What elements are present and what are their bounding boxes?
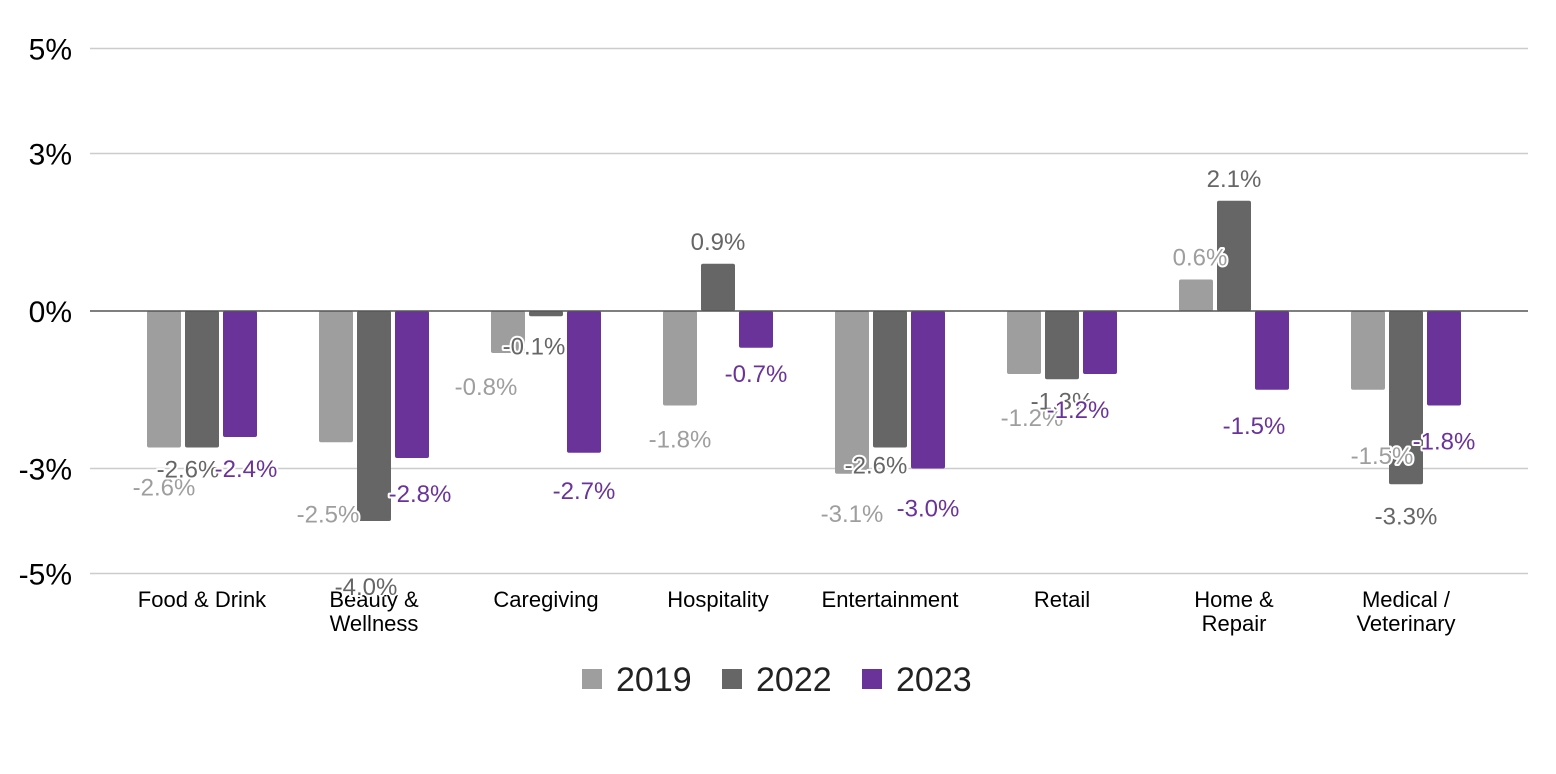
data-label-2022: -0.1% — [503, 333, 566, 360]
data-label-2019: 0.6% — [1173, 245, 1228, 272]
data-label-2022: 2.1% — [1207, 166, 1262, 193]
bar-2022 — [1389, 311, 1423, 485]
data-label-2022: -2.6% — [157, 457, 220, 484]
bar-2019 — [147, 311, 181, 448]
y-tick-label: 3% — [29, 139, 72, 172]
data-label-2022: -1.3% — [1031, 388, 1094, 415]
x-tick-label: Food & Drink — [138, 587, 267, 612]
bar-2019 — [663, 311, 697, 406]
x-tick-label: Retail — [1034, 587, 1090, 612]
x-axis: Food & Drink Beauty & Wellness Caregiving Ho… — [138, 587, 1456, 636]
bar-2019 — [1351, 311, 1385, 390]
bar-2022 — [185, 311, 219, 448]
legend-swatch — [722, 669, 742, 689]
bar-2023 — [1083, 311, 1117, 374]
data-label-2023: -2.7% — [553, 478, 616, 505]
legend-label: 2022 — [756, 661, 832, 699]
data-label-2022: 0.9% — [691, 229, 746, 256]
bar-2019 — [1179, 279, 1213, 311]
bar-2019 — [835, 311, 869, 474]
data-label-2019: -1.5% — [1351, 443, 1414, 470]
legend-item-2023: 2023 — [862, 661, 972, 699]
bar-2023 — [1427, 311, 1461, 406]
data-label-2019: -0.8% — [455, 374, 518, 401]
data-label-2019: -1.8% — [649, 427, 712, 454]
legend-swatch — [862, 669, 882, 689]
bar-2022 — [873, 311, 907, 448]
bar-2023 — [567, 311, 601, 453]
bar-2023 — [1255, 311, 1289, 390]
data-label-2023: -1.2% — [1047, 397, 1110, 424]
legend-swatch — [582, 669, 602, 689]
legend: 2019 2022 2023 — [582, 661, 972, 699]
data-label-2019: -2.6% — [133, 475, 196, 502]
data-label-2023: -0.7% — [725, 361, 788, 388]
bar-2019 — [319, 311, 353, 443]
y-tick-label: -5% — [19, 559, 72, 592]
bar-2022 — [701, 263, 735, 311]
x-tick-label: Entertainment — [822, 587, 959, 612]
legend-item-2022: 2022 — [722, 661, 832, 699]
x-tick-label: Home & Repair — [1194, 587, 1274, 636]
bar-2019 — [1007, 311, 1041, 374]
y-tick-label: 0% — [29, 296, 72, 329]
bar-2022 — [529, 311, 563, 317]
y-tick-label: 5% — [29, 34, 72, 67]
x-tick-label: Beauty & Wellness — [329, 587, 419, 636]
data-label-2023: -2.8% — [389, 481, 452, 508]
data-labels: -2.6%-2.6%-2.4%-2.5%-4.0%-2.8%-0.8%-0.1%… — [131, 164, 1478, 603]
data-label-2022: -4.0% — [335, 574, 398, 601]
bar-2022 — [357, 311, 391, 521]
y-axis: 5% 3% 0% -3% -5% — [19, 34, 72, 592]
legend-label: 2023 — [896, 661, 972, 699]
bar-2022 — [1045, 311, 1079, 380]
bar-2023 — [911, 311, 945, 469]
legend-label: 2019 — [616, 661, 692, 699]
data-label-2023: -1.8% — [1413, 429, 1476, 456]
data-label-2019: -2.5% — [297, 501, 360, 528]
data-label-2019: -1.2% — [1001, 405, 1064, 432]
data-label-2023: -2.4% — [215, 456, 278, 483]
gridlines — [90, 47, 1528, 575]
data-label-2023: -3.0% — [897, 496, 960, 523]
bar-2019 — [491, 311, 525, 353]
x-tick-label: Hospitality — [667, 587, 768, 612]
data-label-2022: -3.3% — [1375, 503, 1438, 530]
y-tick-label: -3% — [19, 454, 72, 487]
legend-item-2019: 2019 — [582, 661, 692, 699]
bar-2022 — [1217, 200, 1251, 311]
x-tick-label: Caregiving — [493, 587, 598, 612]
bars — [147, 200, 1461, 521]
bar-2023 — [395, 311, 429, 458]
bar-2023 — [223, 311, 257, 437]
bar-2023 — [739, 311, 773, 348]
data-label-2022: -2.6% — [845, 453, 908, 480]
x-tick-label: Medical / Veterinary — [1356, 587, 1455, 636]
data-label-2023: -1.5% — [1223, 413, 1286, 440]
data-label-2019: -3.1% — [821, 501, 884, 528]
